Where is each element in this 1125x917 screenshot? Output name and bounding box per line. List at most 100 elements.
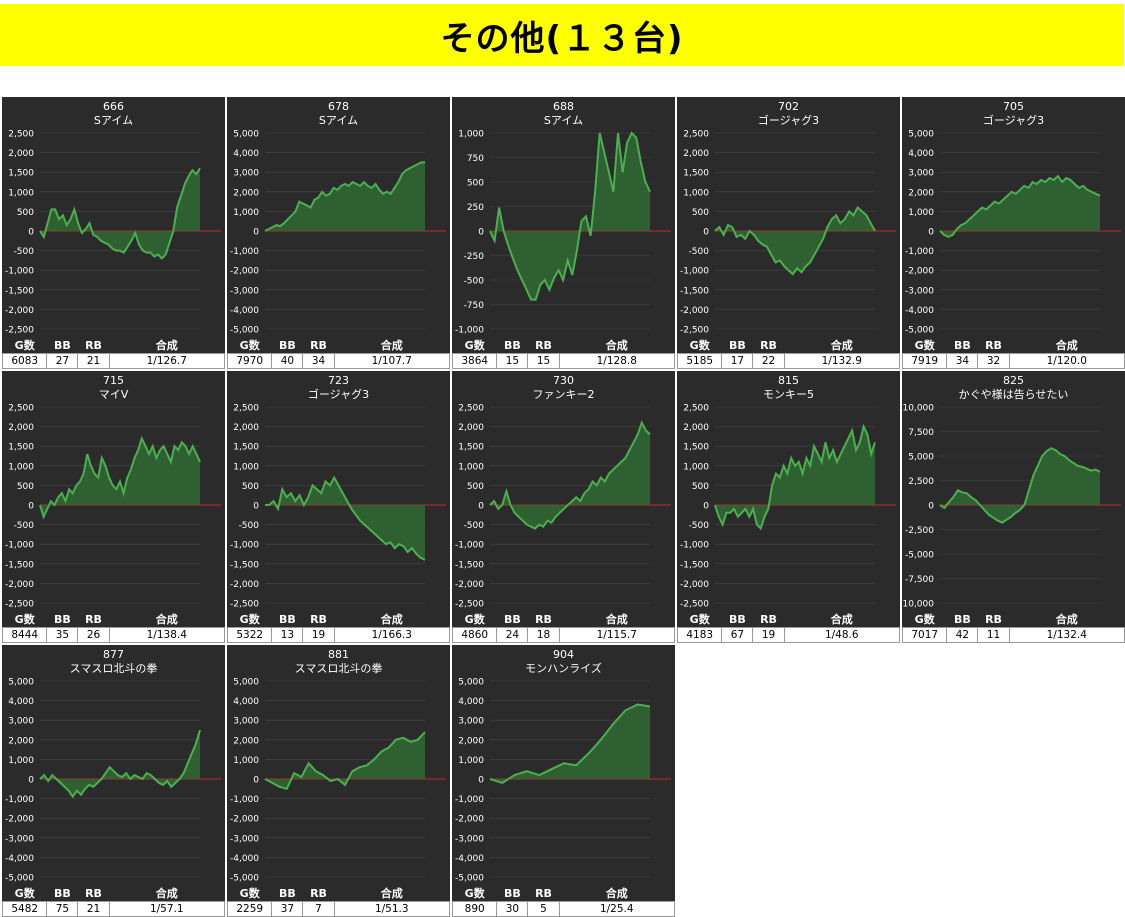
stat-value: 1/51.3 — [333, 901, 451, 917]
stat-header: RB — [302, 611, 335, 628]
chart-subtitle: ゴージャグ3 — [758, 113, 819, 127]
stat-header: 合成 — [109, 611, 225, 628]
y-tick-label: -1,000 — [455, 541, 484, 551]
stat-header: BB — [271, 885, 303, 902]
stat-header: G数 — [2, 611, 47, 628]
stat-header: BB — [46, 885, 78, 902]
y-tick-label: 0 — [253, 228, 259, 238]
y-tick-label: 2,000 — [458, 736, 484, 746]
y-tick-label: 4,000 — [8, 697, 34, 707]
y-tick-label: 0 — [478, 228, 484, 238]
stat-header: RB — [302, 885, 335, 902]
y-tick-label: 10,000 — [903, 404, 935, 414]
chart-subtitle: Sアイム — [544, 114, 583, 127]
y-tick-label: 4,000 — [233, 697, 259, 707]
stat-header: RB — [752, 611, 785, 628]
stat-header: 合成 — [784, 611, 900, 628]
y-tick-label: -2,000 — [230, 267, 259, 277]
y-tick-label: 2,500 — [683, 130, 709, 140]
y-tick-label: -5,000 — [905, 326, 934, 336]
y-tick-label: 1,500 — [458, 443, 484, 453]
machine-panel-715: 715 マイV 2,500 2,000 1,500 1,000 500 0 -500 -1,000… — [1, 371, 226, 643]
stat-header: G数 — [227, 885, 272, 902]
machine-panel-881: 881 スマスロ北斗の拳 5,000 4,000 3,000 2,000 1,000 0 -1,… — [226, 645, 451, 917]
area-fill — [940, 176, 1100, 237]
chart-title: 705 — [1003, 100, 1024, 113]
page-title-banner: その他(１３台) — [0, 4, 1124, 66]
chart-subtitle: ゴージャグ3 — [983, 113, 1044, 127]
chart-subtitle: モンハンライズ — [525, 661, 602, 675]
chart-subtitle: Sアイム — [319, 114, 358, 127]
stat-value: 5322 — [226, 627, 273, 643]
y-tick-label: 500 — [467, 179, 484, 189]
y-tick-label: -500 — [14, 247, 35, 257]
y-tick-label: -5,000 — [455, 874, 484, 884]
chart-title: 715 — [103, 374, 124, 387]
area-fill — [715, 426, 875, 529]
stats-table: G数 BB RB 合成 890 30 5 1/25.4 — [451, 885, 676, 917]
stat-value: 40 — [271, 353, 304, 369]
stat-value: 1/128.8 — [558, 353, 676, 369]
chart-subtitle: ファンキー2 — [533, 388, 595, 401]
stat-header: 合成 — [109, 337, 225, 354]
area-fill — [265, 732, 425, 789]
y-tick-label: 3,000 — [233, 717, 259, 727]
machine-panel-723: 723 ゴージャグ3 2,500 2,000 1,500 1,000 500 0 -500 -1,… — [226, 371, 451, 643]
area-fill — [490, 422, 650, 529]
y-tick-label: -1,000 — [230, 247, 259, 257]
y-tick-label: 5,000 — [908, 130, 934, 140]
stat-value: 2259 — [226, 901, 273, 917]
y-tick-label: -1,000 — [5, 267, 34, 277]
y-tick-label: 3,000 — [458, 717, 484, 727]
stat-value: 1/132.9 — [783, 353, 901, 369]
chart-title: 904 — [553, 648, 574, 661]
y-tick-label: 2,500 — [908, 477, 934, 487]
stats-table: G数 BB RB 合成 4860 24 18 1/115.7 — [451, 611, 676, 643]
stat-header: BB — [721, 337, 753, 354]
chart-title: 678 — [328, 100, 349, 113]
chart-title: 666 — [103, 100, 124, 113]
y-tick-label: 2,500 — [8, 130, 34, 140]
stat-value: 6083 — [1, 353, 48, 369]
stat-value: 35 — [46, 627, 79, 643]
stat-header: BB — [721, 611, 753, 628]
stat-value: 7 — [302, 901, 335, 917]
stat-value: 15 — [496, 353, 529, 369]
y-tick-label: 2,500 — [233, 404, 259, 414]
stat-value: 15 — [527, 353, 560, 369]
area-fill — [40, 168, 200, 259]
stat-value: 7970 — [226, 353, 273, 369]
chart-title: 825 — [1003, 374, 1024, 387]
y-tick-label: 5,000 — [908, 453, 934, 463]
data-line — [264, 731, 426, 790]
stat-value: 42 — [946, 627, 979, 643]
y-tick-label: -1,000 — [905, 247, 934, 257]
stats-table: G数 BB RB 合成 3864 15 15 1/128.8 — [451, 337, 676, 369]
y-tick-label: -1,500 — [680, 286, 709, 296]
y-tick-label: 2,000 — [8, 736, 34, 746]
stat-value: 5482 — [1, 901, 48, 917]
stat-header: RB — [77, 885, 110, 902]
stat-header: G数 — [677, 611, 722, 628]
area-fill — [715, 207, 875, 275]
data-line — [489, 420, 651, 530]
stat-value: 37 — [271, 901, 304, 917]
stat-value: 32 — [977, 353, 1010, 369]
y-tick-label: 500 — [17, 482, 34, 492]
machine-panel-688: 688 Sアイム 1,000 750 500 250 0 -250 -500 -750 -1,000… — [451, 97, 676, 369]
stat-value: 13 — [271, 627, 304, 643]
y-tick-label: -500 — [239, 521, 260, 531]
y-tick-label: 1,500 — [8, 169, 34, 179]
stats-table: G数 BB RB 合成 5185 17 22 1/132.9 — [676, 337, 901, 369]
y-tick-label: 2,500 — [683, 404, 709, 414]
data-line — [489, 131, 651, 301]
y-tick-label: 1,000 — [683, 188, 709, 198]
y-tick-label: -250 — [464, 252, 485, 262]
stat-header: RB — [752, 337, 785, 354]
stat-value: 5185 — [676, 353, 723, 369]
stat-value: 1/132.4 — [1008, 627, 1125, 643]
y-tick-label: 5,000 — [233, 678, 259, 688]
